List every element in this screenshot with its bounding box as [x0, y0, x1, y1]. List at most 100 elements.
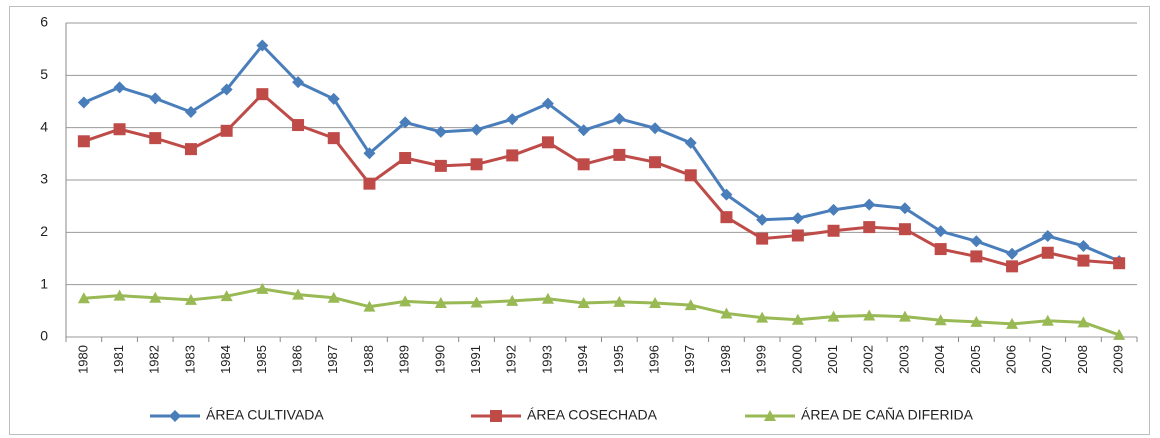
x-tick-label: 1998 [718, 345, 733, 374]
marker [256, 39, 269, 52]
y-tick-label: 1 [40, 275, 48, 291]
legend-label: ÁREA CULTIVADA [206, 407, 324, 423]
x-tick-label: 1991 [468, 345, 483, 374]
y-tick-label: 6 [40, 14, 48, 30]
marker [970, 315, 983, 327]
x-tick-label: 1985 [254, 345, 269, 374]
marker [149, 92, 162, 105]
marker [292, 288, 305, 300]
marker [256, 282, 269, 294]
marker [791, 313, 804, 325]
marker [1006, 247, 1019, 260]
marker [470, 123, 483, 136]
marker [327, 92, 340, 105]
marker [684, 169, 697, 182]
marker [506, 149, 519, 162]
marker [577, 296, 590, 308]
marker [756, 311, 769, 323]
marker [970, 250, 983, 263]
marker [1006, 260, 1019, 273]
marker [577, 158, 590, 171]
marker [434, 159, 447, 172]
marker [327, 291, 340, 303]
x-tick-label: 2006 [1003, 345, 1018, 374]
x-tick-label: 1981 [111, 345, 126, 374]
marker [720, 211, 733, 224]
x-tick-label: 2001 [825, 345, 840, 374]
marker [77, 135, 90, 148]
marker [720, 188, 733, 201]
marker [220, 290, 233, 302]
marker [613, 112, 626, 125]
marker [756, 213, 769, 226]
legend-label: ÁREA COSECHADA [527, 407, 658, 423]
x-tick-label: 1984 [218, 345, 233, 374]
marker [684, 136, 697, 149]
marker [434, 296, 447, 308]
x-tick-label: 2003 [896, 345, 911, 374]
marker [327, 132, 340, 145]
marker [1113, 328, 1126, 340]
marker [506, 294, 519, 306]
marker [1077, 239, 1090, 252]
marker [113, 289, 126, 301]
marker [541, 97, 554, 110]
marker [113, 81, 126, 94]
marker [220, 83, 233, 96]
x-tick-label: 2004 [932, 345, 947, 374]
marker [184, 143, 197, 156]
marker [77, 96, 90, 109]
chart-border [9, 6, 1150, 435]
marker [77, 292, 90, 304]
marker [169, 410, 181, 422]
marker [863, 221, 876, 234]
marker [863, 198, 876, 211]
marker [470, 296, 483, 308]
marker [292, 119, 305, 132]
x-tick-label: 1988 [361, 345, 376, 374]
marker [827, 224, 840, 237]
marker [256, 88, 269, 101]
marker [434, 125, 447, 138]
marker [220, 124, 233, 137]
x-tick-label: 2005 [968, 345, 983, 374]
x-tick-label: 1992 [504, 345, 519, 374]
marker [649, 122, 662, 135]
x-tick-label: 2007 [1039, 345, 1054, 374]
marker [720, 307, 733, 319]
marker [863, 309, 876, 321]
marker [113, 123, 126, 136]
marker [363, 300, 376, 312]
marker [764, 410, 776, 421]
marker [363, 177, 376, 190]
x-tick-label: 1989 [397, 345, 412, 374]
marker [541, 292, 554, 304]
x-tick-label: 1987 [325, 345, 340, 374]
marker [541, 136, 554, 149]
y-tick-label: 4 [40, 118, 48, 134]
marker [470, 158, 483, 171]
marker [756, 232, 769, 245]
marker [1041, 314, 1054, 326]
x-tick-label: 1996 [646, 345, 661, 374]
marker [827, 310, 840, 322]
marker [613, 148, 626, 161]
marker [970, 235, 983, 248]
x-tick-label: 1980 [75, 345, 90, 374]
y-tick-label: 2 [40, 223, 48, 239]
marker [898, 223, 911, 236]
series-line [83, 287, 1120, 337]
marker [490, 410, 502, 422]
legend-label: ÁREA DE CAÑA DIFERIDA [801, 407, 974, 423]
x-tick-label: 2000 [789, 345, 804, 374]
y-tick-label: 5 [40, 66, 48, 82]
marker [506, 113, 519, 126]
marker [1113, 257, 1126, 270]
x-tick-label: 1986 [289, 345, 304, 374]
x-tick-label: 2009 [1111, 345, 1126, 374]
x-tick-label: 2002 [861, 345, 876, 374]
marker [399, 116, 412, 129]
marker [292, 76, 305, 89]
marker [934, 243, 947, 256]
marker [613, 295, 626, 307]
